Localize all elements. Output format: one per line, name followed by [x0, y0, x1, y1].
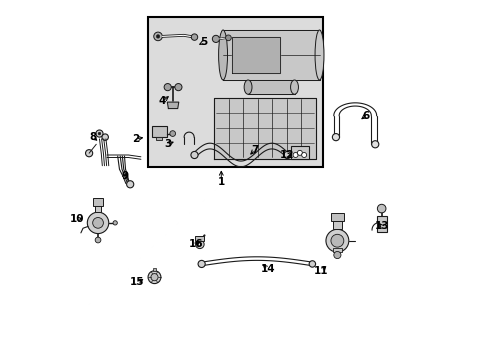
- Ellipse shape: [314, 30, 324, 80]
- Circle shape: [95, 237, 101, 243]
- Polygon shape: [214, 98, 315, 158]
- Text: 11: 11: [313, 266, 328, 276]
- Text: 1: 1: [217, 177, 224, 187]
- Bar: [156, 137, 162, 140]
- Circle shape: [212, 35, 219, 42]
- Circle shape: [225, 35, 231, 41]
- Bar: [332, 248, 341, 252]
- Bar: [153, 268, 155, 271]
- Circle shape: [98, 132, 101, 135]
- Circle shape: [198, 260, 205, 267]
- Text: 3: 3: [164, 139, 171, 149]
- Ellipse shape: [290, 80, 298, 94]
- Circle shape: [198, 243, 201, 246]
- Circle shape: [151, 274, 158, 281]
- Circle shape: [292, 153, 298, 157]
- Circle shape: [153, 32, 162, 41]
- Ellipse shape: [218, 30, 227, 80]
- Circle shape: [190, 152, 198, 158]
- Circle shape: [113, 221, 117, 225]
- Text: 8: 8: [89, 132, 96, 142]
- Polygon shape: [223, 30, 319, 80]
- Bar: [93, 198, 103, 206]
- Bar: [376, 216, 386, 232]
- Bar: [332, 221, 341, 229]
- Text: 7: 7: [251, 145, 258, 155]
- Circle shape: [283, 152, 290, 158]
- Circle shape: [297, 150, 302, 156]
- Text: 10: 10: [70, 214, 84, 224]
- Circle shape: [156, 35, 160, 38]
- Circle shape: [332, 134, 339, 141]
- Circle shape: [96, 130, 103, 137]
- Circle shape: [330, 234, 343, 247]
- Polygon shape: [231, 37, 280, 73]
- Bar: [95, 206, 101, 212]
- Text: 5: 5: [200, 37, 206, 48]
- Circle shape: [325, 229, 348, 252]
- Bar: [151, 126, 166, 137]
- Text: 15: 15: [130, 277, 144, 287]
- Circle shape: [301, 153, 306, 157]
- Bar: [290, 146, 308, 159]
- Text: 6: 6: [362, 111, 369, 121]
- Circle shape: [85, 150, 93, 157]
- Circle shape: [169, 131, 175, 136]
- Text: 4: 4: [158, 96, 166, 107]
- Circle shape: [87, 212, 108, 234]
- Text: 2: 2: [132, 134, 139, 144]
- Circle shape: [164, 84, 171, 91]
- Polygon shape: [167, 102, 179, 109]
- Circle shape: [308, 261, 315, 267]
- Text: 14: 14: [260, 264, 274, 274]
- Circle shape: [126, 181, 134, 188]
- Text: 12: 12: [280, 150, 294, 160]
- Circle shape: [148, 271, 161, 284]
- Circle shape: [191, 34, 197, 40]
- Ellipse shape: [244, 80, 251, 94]
- Circle shape: [93, 217, 103, 228]
- Polygon shape: [247, 80, 294, 94]
- Circle shape: [333, 251, 340, 258]
- Bar: [330, 212, 343, 221]
- Circle shape: [371, 141, 378, 148]
- Bar: [195, 236, 204, 242]
- Circle shape: [102, 134, 108, 140]
- Text: 16: 16: [189, 239, 203, 249]
- Text: 13: 13: [374, 221, 388, 231]
- FancyBboxPatch shape: [148, 18, 323, 167]
- Text: 9: 9: [121, 171, 128, 181]
- Circle shape: [175, 84, 182, 91]
- Circle shape: [195, 240, 203, 249]
- Circle shape: [377, 204, 385, 213]
